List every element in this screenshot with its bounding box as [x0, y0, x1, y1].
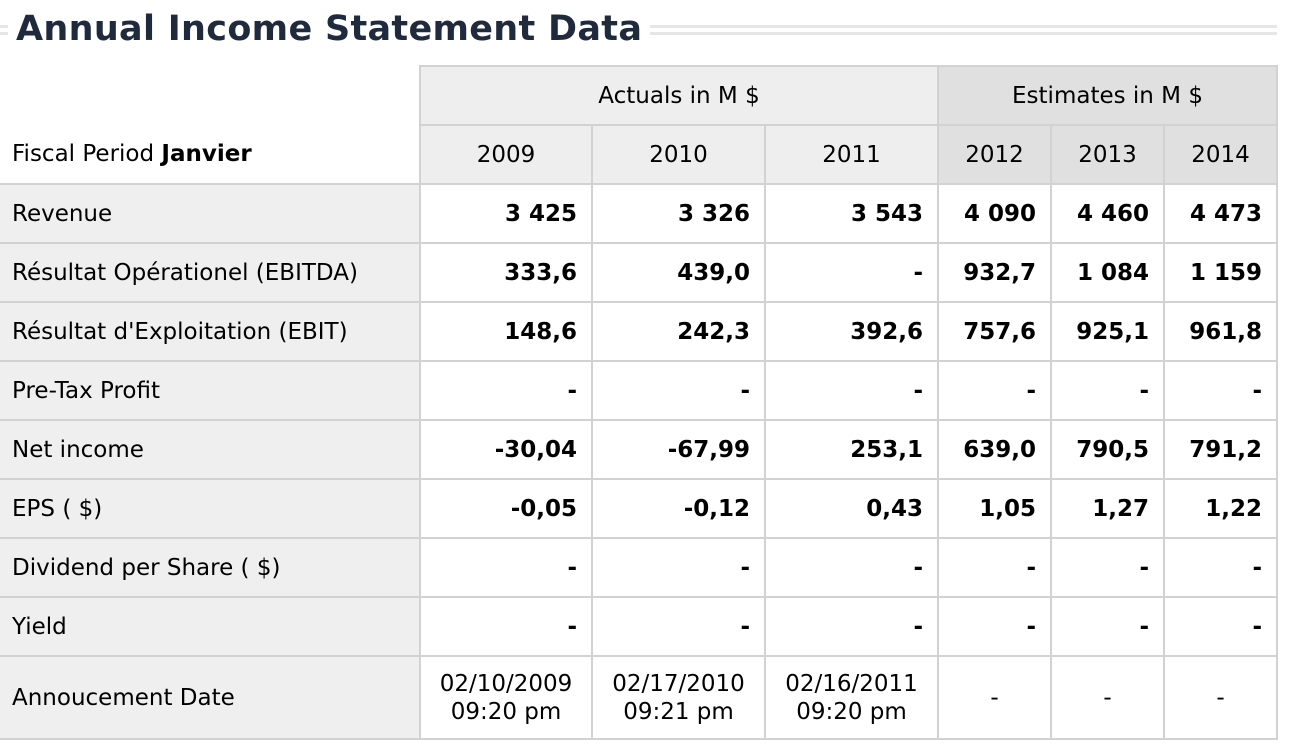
table-cell: -	[764, 242, 939, 303]
table-cell: 3 543	[764, 183, 939, 244]
header-group-row: Actuals in M $ Estimates in M $	[0, 65, 1278, 126]
header-corner	[0, 66, 420, 125]
table-cell: -	[937, 537, 1052, 598]
row-label: Dividend per Share ( $)	[0, 537, 421, 598]
income-statement-table: Actuals in M $ Estimates in M $ Fiscal P…	[0, 65, 1278, 740]
table-cell: 4 473	[1163, 183, 1278, 244]
year-header: 2009	[419, 124, 593, 185]
table-cell: 253,1	[764, 419, 939, 480]
table-cell: -0,12	[591, 478, 766, 539]
table-cell: 791,2	[1163, 419, 1278, 480]
table-cell: -	[591, 360, 766, 421]
row-label: Résultat d'Exploitation (EBIT)	[0, 301, 421, 362]
row-label: Pre-Tax Profit	[0, 360, 421, 421]
announcement-date: -	[1216, 684, 1225, 711]
page-title: Annual Income Statement Data	[8, 6, 651, 52]
table-row: Dividend per Share ( $) - - - - - -	[0, 537, 1278, 598]
announcement-date: -	[1103, 684, 1112, 711]
table-row: Résultat d'Exploitation (EBIT) 148,6 242…	[0, 301, 1278, 362]
table-cell: 439,0	[591, 242, 766, 303]
year-header: 2013	[1050, 124, 1165, 185]
table-cell: -	[937, 596, 1052, 657]
table-cell: -0,05	[419, 478, 593, 539]
table-cell: 333,6	[419, 242, 593, 303]
announcement-date: 02/17/2010	[612, 670, 745, 697]
table-cell: 148,6	[419, 301, 593, 362]
header-year-row: Fiscal Period Janvier 2009 2010 2011 201…	[0, 124, 1278, 185]
table-cell: -67,99	[591, 419, 766, 480]
announcement-cell: 02/10/2009 09:20 pm	[419, 655, 593, 740]
table-cell: 757,6	[937, 301, 1052, 362]
year-header: 2014	[1163, 124, 1278, 185]
announcement-cell: -	[937, 655, 1052, 740]
row-label: Revenue	[0, 183, 421, 244]
table-cell: 1,22	[1163, 478, 1278, 539]
table-cell: -	[1163, 537, 1278, 598]
table-cell: -	[1050, 596, 1165, 657]
table-cell: -	[764, 360, 939, 421]
table-row: Net income -30,04 -67,99 253,1 639,0 790…	[0, 419, 1278, 480]
announcement-cell: 02/17/2010 09:21 pm	[591, 655, 766, 740]
table-cell: 392,6	[764, 301, 939, 362]
announcement-time: 09:20 pm	[796, 698, 907, 725]
table-cell: 932,7	[937, 242, 1052, 303]
row-label: Yield	[0, 596, 421, 657]
announcement-time: 09:20 pm	[450, 698, 562, 725]
announcement-date: 02/10/2009	[439, 670, 573, 697]
announcement-cell: -	[1050, 655, 1165, 740]
fiscal-period-text: Fiscal Period	[12, 141, 155, 167]
table-cell: 925,1	[1050, 301, 1165, 362]
fiscal-period-month: Janvier	[161, 141, 252, 167]
table-cell: 3 425	[419, 183, 593, 244]
table-cell: 1,27	[1050, 478, 1165, 539]
table-cell: 961,8	[1163, 301, 1278, 362]
row-label: Annoucement Date	[0, 655, 421, 740]
year-header: 2010	[591, 124, 766, 185]
year-header: 2012	[937, 124, 1052, 185]
announcement-row: Annoucement Date 02/10/2009 09:20 pm 02/…	[0, 655, 1278, 740]
table-cell: 639,0	[937, 419, 1052, 480]
estimates-header: Estimates in M $	[937, 65, 1278, 126]
announcement-cell: 02/16/2011 09:20 pm	[764, 655, 939, 740]
row-label: Net income	[0, 419, 421, 480]
table-cell: -	[1050, 360, 1165, 421]
table-cell: -	[1163, 596, 1278, 657]
table-cell: -	[591, 537, 766, 598]
table-cell: -	[591, 596, 766, 657]
announcement-time: 09:21 pm	[623, 698, 734, 725]
table-cell: 3 326	[591, 183, 766, 244]
section-header: Annual Income Statement Data	[0, 0, 1289, 60]
table-cell: 1,05	[937, 478, 1052, 539]
table-cell: -	[764, 596, 939, 657]
table-row: Revenue 3 425 3 326 3 543 4 090 4 460 4 …	[0, 183, 1278, 244]
table-cell: 790,5	[1050, 419, 1165, 480]
fiscal-period-label: Fiscal Period Janvier	[0, 125, 421, 185]
table-cell: -	[1163, 360, 1278, 421]
table-cell: -	[419, 360, 593, 421]
table-cell: 0,43	[764, 478, 939, 539]
table-cell: 1 084	[1050, 242, 1165, 303]
table-row: Résultat Opérationel (EBITDA) 333,6 439,…	[0, 242, 1278, 303]
table-cell: -	[937, 360, 1052, 421]
actuals-header: Actuals in M $	[419, 65, 939, 126]
table-cell: -	[419, 537, 593, 598]
table-row: Yield - - - - - -	[0, 596, 1278, 657]
table-row: EPS ( $) -0,05 -0,12 0,43 1,05 1,27 1,22	[0, 478, 1278, 539]
row-label: Résultat Opérationel (EBITDA)	[0, 242, 421, 303]
year-header: 2011	[764, 124, 939, 185]
table-cell: 4 460	[1050, 183, 1165, 244]
table-cell: 4 090	[937, 183, 1052, 244]
table-cell: -30,04	[419, 419, 593, 480]
table-cell: -	[764, 537, 939, 598]
table-row: Pre-Tax Profit - - - - - -	[0, 360, 1278, 421]
table-cell: -	[1050, 537, 1165, 598]
announcement-date: -	[990, 684, 999, 711]
announcement-date: 02/16/2011	[785, 670, 918, 697]
table-cell: -	[419, 596, 593, 657]
row-label: EPS ( $)	[0, 478, 421, 539]
table-cell: 1 159	[1163, 242, 1278, 303]
announcement-cell: -	[1163, 655, 1278, 740]
table-cell: 242,3	[591, 301, 766, 362]
